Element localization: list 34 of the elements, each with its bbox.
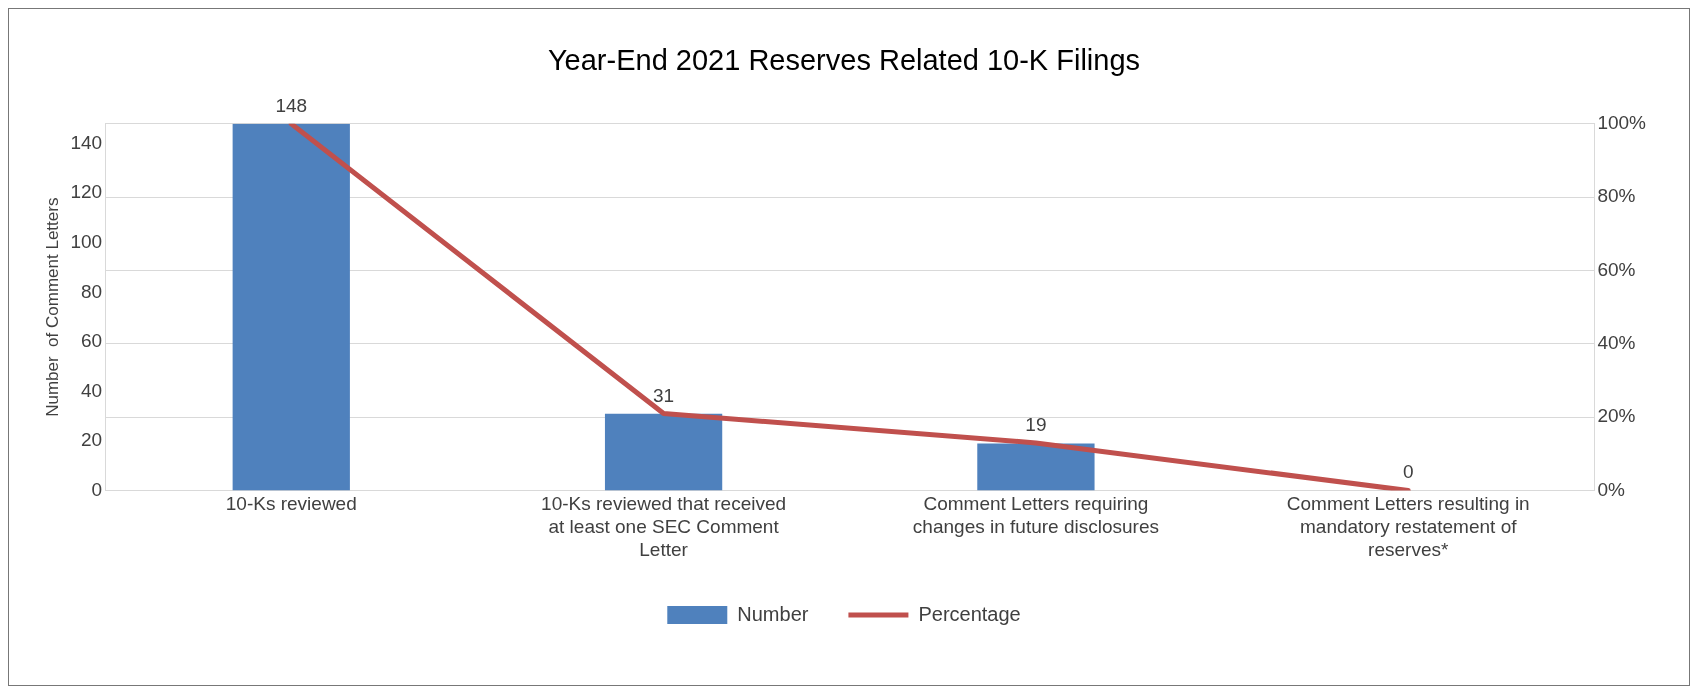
y2-tick-label: 100%: [1597, 112, 1647, 134]
bar: [604, 413, 723, 491]
category-label: Comment Letters resulting in: [1286, 493, 1530, 515]
category-label: at least one SEC Comment: [548, 516, 779, 538]
category-label: 10-Ks reviewed: [225, 493, 357, 515]
y2-tick-label: 40%: [1597, 332, 1636, 354]
data-label: 148: [275, 94, 308, 116]
data-label: 31: [653, 384, 675, 406]
category-label: Comment Letters requiring: [923, 493, 1149, 515]
y-tick-label: 140: [70, 131, 103, 153]
y-tick-label: 120: [70, 181, 103, 203]
y2-tick-label: 60%: [1597, 258, 1636, 280]
y-tick-label: 80: [80, 280, 103, 302]
y-tick-label: 40: [80, 379, 103, 401]
bar: [232, 123, 350, 491]
y-axis-title: Number of Comment Letters: [42, 197, 62, 417]
category-label: 10-Ks reviewed that received: [541, 493, 787, 515]
y-tick-label: 60: [80, 330, 103, 352]
legend-label: Number: [737, 602, 809, 625]
y2-tick-label: 0%: [1597, 478, 1625, 500]
category-label: reserves*: [1368, 538, 1449, 560]
category-label: changes in future disclosures: [912, 516, 1159, 538]
y2-tick-label: 20%: [1597, 405, 1636, 427]
y-tick-label: 20: [80, 429, 103, 451]
y-tick-label: 0: [91, 478, 103, 500]
data-label: 19: [1025, 414, 1047, 436]
category-label: mandatory restatement of: [1299, 516, 1517, 538]
y2-tick-label: 80%: [1597, 185, 1636, 207]
data-label: 0: [1402, 461, 1414, 483]
legend-label: Percentage: [918, 602, 1021, 625]
bar: [977, 443, 1095, 491]
category-label: Letter: [639, 538, 688, 560]
chart-title: Year-End 2021 Reserves Related 10-K Filings: [547, 44, 1141, 77]
y-tick-label: 100: [70, 231, 103, 252]
